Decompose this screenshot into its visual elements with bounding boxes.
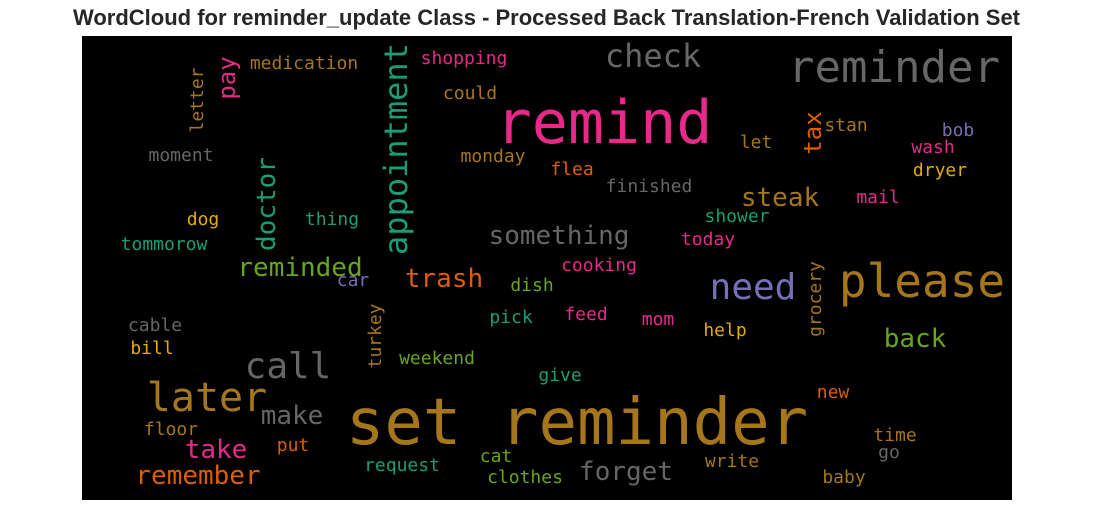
word-shower: shower — [704, 206, 770, 227]
word-make: make — [260, 401, 324, 431]
word-reminded: reminded — [237, 253, 363, 283]
word-time: time — [873, 425, 917, 446]
word-wash: wash — [911, 137, 955, 158]
word-shopping: shopping — [420, 48, 508, 69]
word-moment: moment — [148, 145, 214, 166]
word-weekend: weekend — [399, 348, 475, 369]
word-remind: remind — [495, 88, 713, 158]
word-appointment: appointment — [377, 43, 415, 255]
word-clothes: clothes — [487, 467, 563, 488]
word-finished: finished — [605, 176, 693, 197]
word-need: need — [709, 267, 797, 308]
word-monday: monday — [460, 146, 526, 167]
word-write: write — [704, 451, 760, 472]
word-go: go — [878, 442, 900, 463]
word-reminder: reminder — [788, 42, 1000, 93]
word-help: help — [703, 320, 747, 341]
word-new: new — [816, 382, 850, 403]
word-cloud: set reminder remind reminder please chec… — [82, 36, 1012, 500]
word-bob: bob — [941, 120, 975, 141]
word-grocery: grocery — [805, 261, 826, 337]
word-call: call — [244, 346, 332, 387]
word-feed: feed — [564, 304, 608, 325]
word-could: could — [442, 83, 498, 104]
word-please: please — [838, 254, 1006, 308]
word-pick: pick — [489, 307, 533, 328]
word-trash: trash — [404, 264, 484, 294]
word-request: request — [364, 455, 440, 476]
word-bill: bill — [130, 338, 174, 359]
word-turkey: turkey — [365, 303, 386, 369]
word-letter: letter — [187, 67, 208, 133]
word-put: put — [276, 435, 310, 456]
word-dish: dish — [510, 275, 554, 296]
word-cable: cable — [127, 315, 183, 336]
word-forget: forget — [579, 457, 673, 487]
word-baby: baby — [822, 467, 866, 488]
word-take: take — [184, 435, 248, 465]
word-today: today — [680, 229, 736, 250]
word-tommorow: tommorow — [120, 234, 208, 255]
word-mail: mail — [856, 187, 900, 208]
word-medication: medication — [249, 53, 359, 74]
word-pay: pay — [213, 56, 241, 100]
word-flea: flea — [550, 159, 594, 180]
figure-title: WordCloud for reminder_update Class - Pr… — [72, 5, 1021, 30]
word-give: give — [538, 365, 582, 386]
word-mom: mom — [641, 309, 675, 330]
word-dryer: dryer — [912, 160, 968, 181]
word-something: something — [488, 221, 630, 251]
word-later: later — [146, 375, 268, 421]
word-thing: thing — [304, 209, 360, 230]
word-set-reminder: set reminder — [345, 386, 809, 460]
word-cooking: cooking — [561, 255, 637, 276]
word-check: check — [604, 37, 702, 75]
word-cat: cat — [479, 446, 513, 467]
word-dog: dog — [186, 209, 220, 230]
word-back: back — [883, 324, 947, 354]
word-tax: tax — [799, 111, 827, 155]
word-stan: stan — [824, 115, 868, 136]
word-floor: floor — [143, 419, 199, 440]
word-doctor: doctor — [252, 157, 282, 251]
word-let: let — [739, 132, 773, 153]
word-car: car — [336, 270, 370, 291]
word-steak: steak — [740, 183, 820, 213]
word-remember: remember — [135, 461, 261, 491]
